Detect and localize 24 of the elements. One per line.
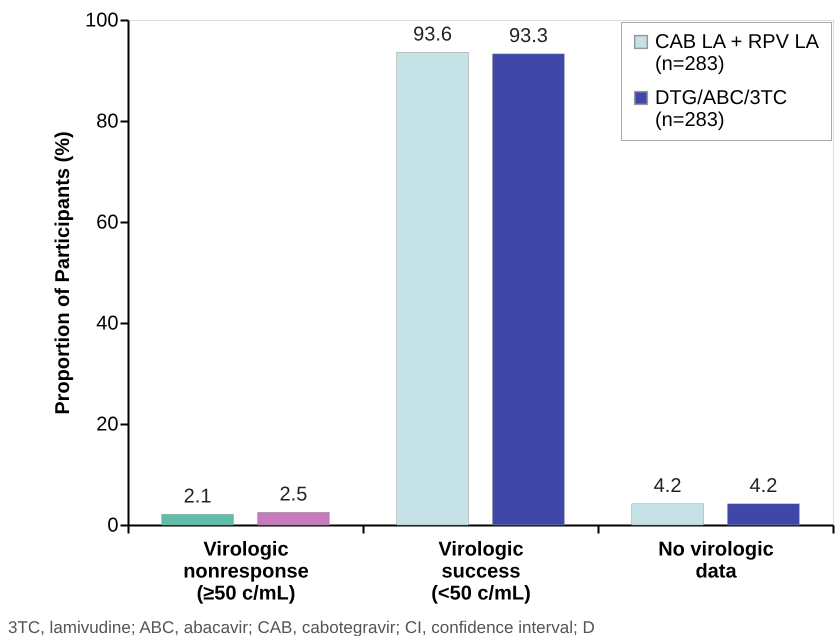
bar bbox=[492, 54, 565, 526]
data-label: 4.2 bbox=[750, 474, 778, 497]
y-tick-label: 80 bbox=[96, 110, 118, 132]
x-tick-label: Virologic nonresponse (≥50 c/mL) bbox=[183, 538, 309, 604]
y-tick-label: 20 bbox=[96, 414, 118, 436]
data-label: 2.5 bbox=[280, 483, 308, 506]
y-axis-title: Proportion of Participants (%) bbox=[52, 131, 74, 415]
y-tick-label: 60 bbox=[96, 212, 118, 234]
data-label: 2.1 bbox=[184, 485, 212, 508]
bar bbox=[727, 504, 800, 526]
legend-label: DTG/ABC/3TC (n=283) bbox=[655, 87, 788, 131]
legend-label: CAB LA + RPV LA (n=283) bbox=[655, 31, 820, 75]
x-tick-label: No virologic data bbox=[658, 538, 774, 582]
bar bbox=[631, 504, 704, 526]
data-label: 4.2 bbox=[654, 474, 682, 497]
y-tick-label: 40 bbox=[96, 312, 118, 334]
y-tick-label: 100 bbox=[85, 10, 118, 32]
y-tick-label: 0 bbox=[107, 514, 118, 536]
bar bbox=[396, 52, 469, 526]
bar bbox=[257, 512, 330, 526]
bar bbox=[161, 514, 234, 526]
data-label: 93.3 bbox=[508, 24, 548, 47]
x-tick-label: Virologic success (<50 c/mL) bbox=[431, 538, 531, 604]
data-label: 93.6 bbox=[413, 23, 452, 46]
